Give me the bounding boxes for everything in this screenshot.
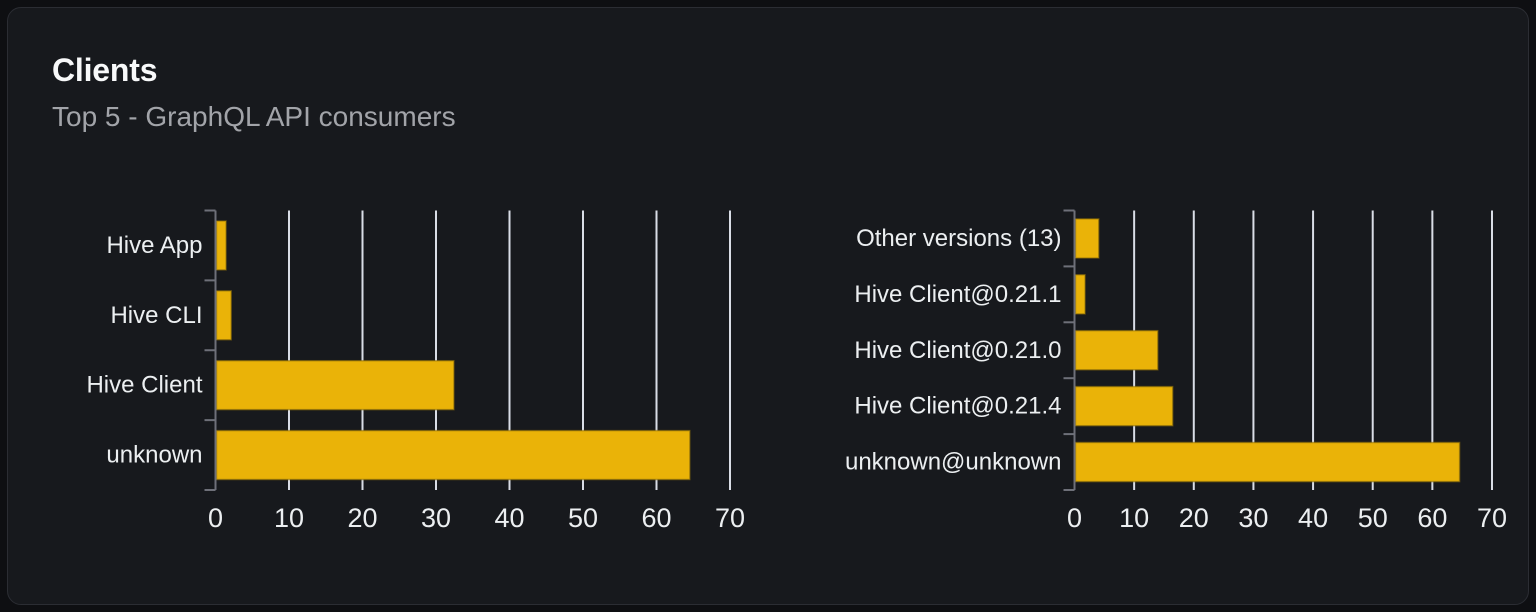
category-label: Hive Client@0.21.4 bbox=[854, 393, 1061, 420]
category-label: Hive App bbox=[106, 232, 202, 259]
category-label: Hive Client bbox=[86, 372, 202, 399]
x-tick-label: 20 bbox=[1179, 503, 1209, 533]
chart-bar bbox=[1074, 329, 1159, 371]
category-label: Other versions (13) bbox=[856, 225, 1061, 252]
x-tick-label: 10 bbox=[1119, 503, 1149, 533]
x-tick-label: 70 bbox=[1477, 503, 1507, 533]
category-label: Hive Client@0.21.0 bbox=[854, 337, 1061, 364]
x-tick-label: 50 bbox=[568, 503, 598, 533]
category-label: unknown bbox=[106, 442, 202, 469]
x-tick-label: 60 bbox=[1417, 503, 1447, 533]
x-tick-label: 0 bbox=[208, 503, 223, 533]
x-tick-label: 30 bbox=[421, 503, 451, 533]
chart-bar bbox=[1074, 218, 1100, 259]
chart-bar bbox=[215, 359, 455, 411]
category-label: Hive CLI bbox=[110, 302, 202, 329]
category-label: unknown@unknown bbox=[845, 449, 1062, 476]
clients-card: Clients Top 5 - GraphQL API consumers bbox=[7, 7, 1529, 605]
x-tick-label: 20 bbox=[347, 503, 377, 533]
x-tick-label: 0 bbox=[1067, 503, 1082, 533]
chart-bar bbox=[1074, 274, 1086, 315]
chart-bar bbox=[215, 429, 691, 481]
chart-bar bbox=[1074, 385, 1174, 427]
x-tick-label: 40 bbox=[1298, 503, 1328, 533]
card-subtitle: Top 5 - GraphQL API consumers bbox=[52, 101, 456, 132]
x-tick-label: 70 bbox=[715, 503, 745, 533]
x-tick-label: 40 bbox=[494, 503, 524, 533]
chart-bar bbox=[1074, 441, 1461, 483]
x-tick-label: 10 bbox=[274, 503, 304, 533]
card-title: Clients bbox=[52, 52, 158, 88]
category-label: Hive Client@0.21.1 bbox=[854, 281, 1061, 308]
x-tick-label: 30 bbox=[1238, 503, 1268, 533]
x-tick-label: 60 bbox=[641, 503, 671, 533]
x-tick-label: 50 bbox=[1358, 503, 1388, 533]
